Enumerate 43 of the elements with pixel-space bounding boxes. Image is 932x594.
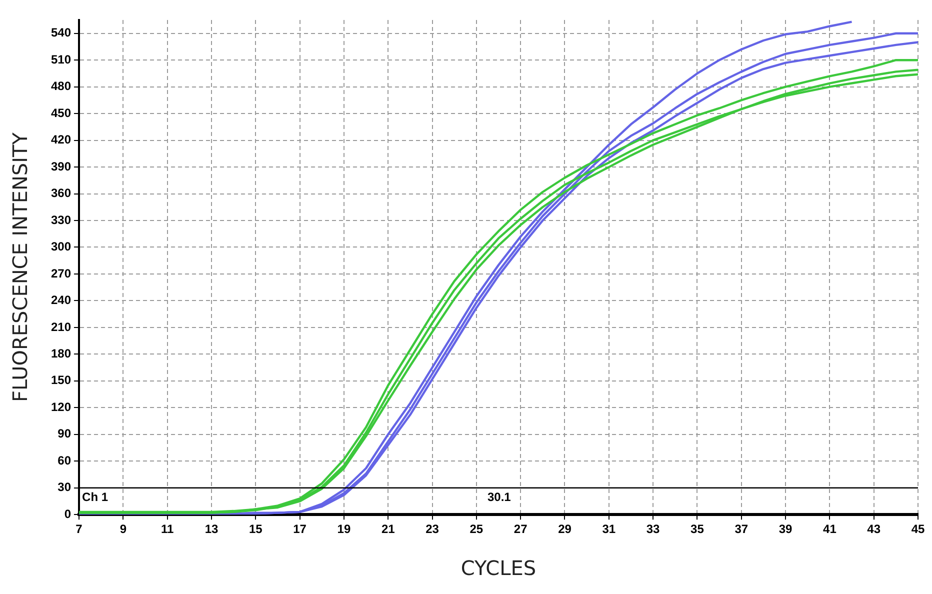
y-axis-title: FLUORESCENCE INTENSITY bbox=[8, 132, 32, 402]
y-tick-label: 0 bbox=[64, 506, 72, 521]
x-tick-label: 13 bbox=[204, 522, 218, 536]
x-tick-label: 43 bbox=[867, 522, 881, 536]
x-tick-label: 21 bbox=[381, 522, 396, 536]
x-tick-label: 23 bbox=[426, 522, 440, 536]
x-tick-label: 41 bbox=[823, 522, 837, 536]
x-tick-label: 17 bbox=[293, 522, 307, 536]
y-tick-label: 480 bbox=[50, 79, 72, 94]
x-tick-label: 15 bbox=[248, 522, 263, 536]
y-tick-label: 240 bbox=[50, 293, 72, 308]
x-tick-label: 39 bbox=[778, 522, 793, 536]
x-axis-title: CYCLES bbox=[460, 556, 536, 580]
y-tick-label: 450 bbox=[50, 106, 72, 120]
annotation: 30.1 bbox=[487, 490, 512, 504]
x-tick-label: 37 bbox=[734, 522, 748, 536]
y-tick-label: 390 bbox=[50, 159, 72, 174]
y-tick-label: 510 bbox=[50, 52, 72, 66]
ref-line-label: Ch 1 bbox=[82, 490, 108, 504]
y-tick-label: 540 bbox=[50, 26, 72, 40]
y-tick-label: 330 bbox=[50, 212, 72, 227]
x-tick-label: 7 bbox=[76, 522, 83, 536]
y-tick-label: 270 bbox=[50, 266, 72, 280]
x-tick-label: 31 bbox=[602, 522, 616, 536]
y-tick-label: 60 bbox=[58, 453, 72, 468]
x-tick-label: 35 bbox=[690, 522, 704, 536]
y-tick-label: 150 bbox=[50, 373, 72, 388]
x-tick-label: 9 bbox=[120, 522, 127, 536]
y-tick-label: 360 bbox=[50, 186, 72, 200]
y-tick-label: 210 bbox=[50, 320, 72, 334]
y-tick-label: 90 bbox=[58, 426, 72, 441]
y-tick-label: 30 bbox=[58, 480, 72, 494]
x-tick-label: 25 bbox=[470, 522, 484, 536]
y-tick-label: 120 bbox=[50, 400, 72, 414]
x-tick-label: 45 bbox=[911, 522, 925, 536]
y-tick-label: 180 bbox=[50, 346, 72, 360]
y-tick-label: 420 bbox=[50, 132, 72, 147]
x-tick-label: 27 bbox=[514, 522, 528, 536]
x-tick-label: 33 bbox=[646, 522, 660, 536]
x-tick-label: 19 bbox=[337, 522, 351, 536]
x-tick-label: 11 bbox=[160, 522, 174, 536]
x-tick-label: 29 bbox=[558, 522, 572, 536]
y-tick-label: 300 bbox=[50, 240, 72, 254]
